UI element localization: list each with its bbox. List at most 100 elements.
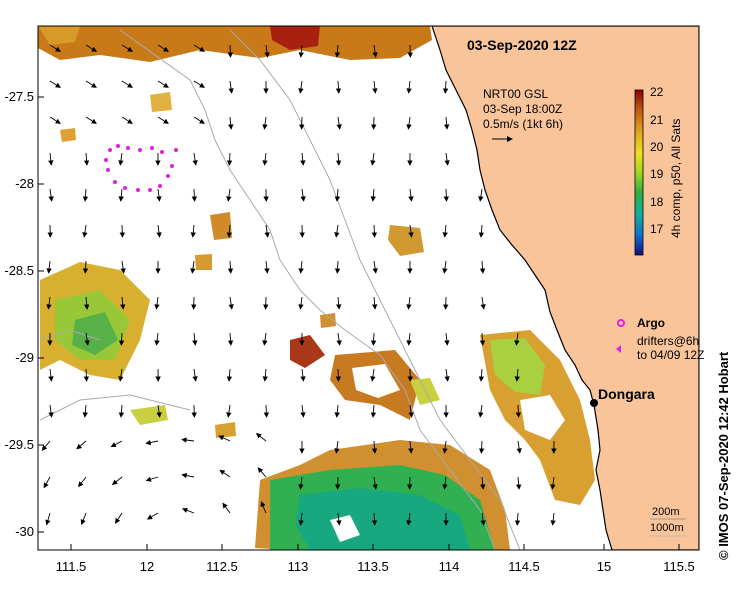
current-vector <box>121 44 133 52</box>
current-vector <box>190 260 196 274</box>
plot-area <box>38 26 699 550</box>
x-axis-labels: 111.5 12 112.5 113 113.5 114 114.5 15 11… <box>56 559 695 574</box>
current-vector <box>145 476 159 482</box>
current-vector <box>372 476 378 490</box>
vector-scale-label: 0.5m/s (1kt 6h) <box>483 117 563 131</box>
current-vector <box>118 188 124 202</box>
current-vector <box>408 188 414 202</box>
current-vector <box>84 332 90 346</box>
current-vector <box>298 260 304 274</box>
current-vector <box>478 224 485 238</box>
current-vector <box>264 224 270 238</box>
current-vector <box>157 44 169 52</box>
current-vector <box>226 224 233 238</box>
current-vector <box>226 404 232 418</box>
current-vector <box>334 440 340 454</box>
current-vector <box>222 502 231 514</box>
y-tick-label: -29.5 <box>4 437 34 452</box>
current-vector <box>120 260 126 274</box>
current-vector <box>262 332 268 346</box>
current-vector <box>514 332 520 346</box>
y-tick-label: -28 <box>15 176 34 191</box>
current-vector <box>406 332 412 346</box>
current-vector <box>157 80 169 88</box>
y-tick-label: -29 <box>15 350 34 365</box>
current-vector <box>118 332 125 346</box>
drifter-legend-label: drifters@6h <box>637 334 699 348</box>
current-vector <box>48 404 54 418</box>
current-vector <box>298 476 304 490</box>
current-vector <box>226 152 233 166</box>
current-vector <box>408 440 414 454</box>
current-vector <box>480 296 486 310</box>
drifter-legend-range: to 04/09 12Z <box>637 348 704 362</box>
current-vector <box>406 296 412 310</box>
current-vector <box>298 512 304 526</box>
current-vector <box>41 440 51 451</box>
current-vector <box>444 368 450 382</box>
current-vector <box>516 476 522 490</box>
current-vector <box>110 440 123 448</box>
current-vector <box>264 260 270 274</box>
current-vector <box>371 512 378 526</box>
axis-tick-marks <box>38 96 680 550</box>
current-vector <box>336 332 342 346</box>
current-vector <box>335 152 342 166</box>
argo-legend-label: Argo <box>637 316 665 330</box>
colorbar-tick: 17 <box>650 222 664 236</box>
current-vector <box>227 44 234 58</box>
current-vector <box>480 512 486 526</box>
current-vector <box>49 116 61 124</box>
current-vector <box>120 296 126 310</box>
current-vector <box>45 512 51 526</box>
x-tick-label: 111.5 <box>56 559 87 574</box>
current-vector <box>219 469 231 478</box>
current-vector <box>228 116 234 130</box>
colorbar-ticks: 22 21 20 19 18 17 <box>650 85 664 236</box>
current-vector <box>370 188 376 202</box>
x-tick-label: 113.5 <box>357 559 389 574</box>
current-vector <box>372 44 378 58</box>
current-vector <box>260 501 267 514</box>
current-vector <box>228 296 234 310</box>
current-vector <box>371 224 378 238</box>
current-vector <box>442 80 449 94</box>
current-vector <box>48 152 54 166</box>
current-vector <box>228 80 234 94</box>
current-vector <box>83 368 90 382</box>
current-vector <box>226 368 233 382</box>
current-vector <box>300 404 306 418</box>
current-vector <box>444 332 450 346</box>
current-vector <box>181 507 195 514</box>
current-vector <box>442 476 448 490</box>
current-vector <box>408 404 414 418</box>
current-vector <box>43 476 51 489</box>
current-vector <box>157 116 169 124</box>
current-vector <box>192 332 198 346</box>
current-vector <box>85 80 97 88</box>
current-vector <box>156 188 162 202</box>
current-vector <box>84 296 90 310</box>
current-vector <box>46 296 52 310</box>
colorbar <box>634 89 644 256</box>
current-vector <box>550 512 556 526</box>
product-time: 03-Sep 18:00Z <box>483 102 562 116</box>
current-vector <box>262 116 268 130</box>
current-vector <box>371 440 378 454</box>
current-vector <box>408 224 414 238</box>
current-vector <box>334 260 341 274</box>
current-vector <box>406 80 412 94</box>
current-vector <box>82 188 89 202</box>
depth-1000m-label: 1000m <box>650 522 684 534</box>
current-vector <box>181 437 195 443</box>
current-vector <box>85 44 97 52</box>
current-vector <box>406 512 412 526</box>
current-vector <box>514 368 520 382</box>
current-vector <box>336 116 342 130</box>
x-tick-label: 112.5 <box>206 559 238 574</box>
current-vector <box>334 404 340 418</box>
current-vector <box>118 404 125 418</box>
current-vector <box>156 224 162 238</box>
current-vector <box>550 476 556 490</box>
colorbar-label: 4h comp, p50, All Sats <box>669 119 683 238</box>
